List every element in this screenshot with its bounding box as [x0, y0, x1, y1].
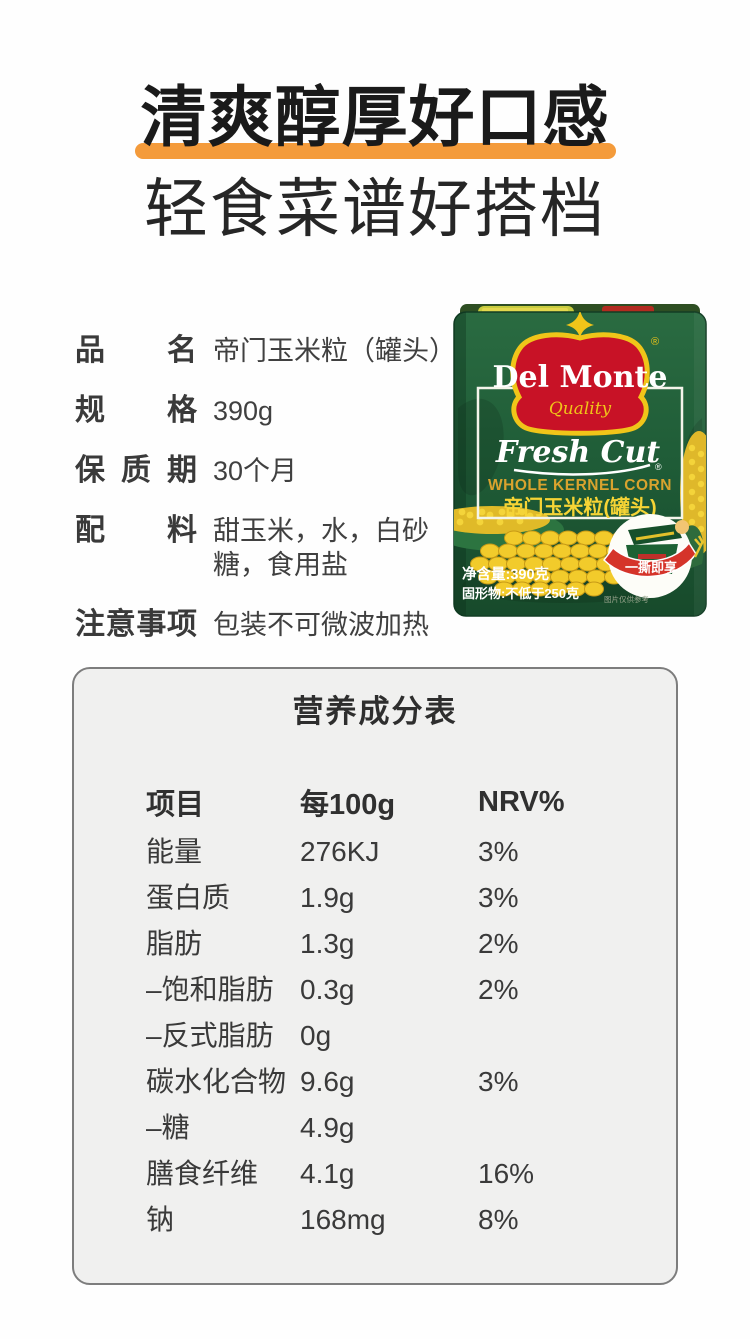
- nutrition-card: 营养成分表 项目 每100g NRV% 能量 276KJ 3% 蛋白质 1.9g…: [72, 667, 678, 1285]
- nutrition-col-item: 项目: [146, 789, 205, 821]
- product-info-value: 甜玉米，水，白砂糖，食用盐: [213, 516, 429, 580]
- nutrition-item-amount: 276KJ: [300, 836, 380, 867]
- nutrition-item-name: –饱和脂肪: [146, 974, 274, 1005]
- nutrition-row: 钠 168mg 8%: [74, 1197, 676, 1243]
- nutrition-item-name: 脂肪: [146, 928, 203, 959]
- headline-highlighted-text: 清爽醇厚好口感: [134, 64, 616, 160]
- logo-sprout-icon: [566, 312, 594, 338]
- nutrition-table-body: 能量 276KJ 3% 蛋白质 1.9g 3% 脂肪 1.3g 2%: [74, 829, 676, 1243]
- product-info-value: 包装不可微波加热: [213, 610, 429, 640]
- nutrition-title: 营养成分表: [292, 694, 458, 729]
- nutrition-row: 能量 276KJ 3%: [74, 829, 676, 875]
- registered-mark: ®: [651, 336, 659, 348]
- registered-mark: ®: [655, 462, 662, 472]
- nutrition-item-nrv: 3%: [478, 1066, 519, 1097]
- nutrition-row: 蛋白质 1.9g 3%: [74, 875, 676, 921]
- nutrition-col-per100g: 每100g: [300, 789, 396, 821]
- product-info-label: 注意事项: [75, 608, 197, 641]
- product-info-label: 品名: [75, 334, 197, 367]
- nutrition-item-nrv: 2%: [478, 974, 519, 1005]
- product-info-row: 注意事项 包装不可微波加热: [75, 608, 465, 642]
- ribbon-banner: [603, 541, 697, 578]
- nutrition-item-name: 钠: [146, 1204, 175, 1235]
- nutrition-item-nrv: 3%: [478, 882, 519, 913]
- nutrition-row: 碳水化合物 9.6g 3%: [74, 1059, 676, 1105]
- nutrition-row: 脂肪 1.3g 2%: [74, 921, 676, 967]
- ribbon-text: 一撕即享: [625, 560, 677, 575]
- nutrition-item-amount: 0.3g: [300, 974, 355, 1005]
- hand-icon: [675, 520, 689, 534]
- nutrition-item-amount: 0g: [300, 1020, 332, 1051]
- product-info-value: 390g: [213, 396, 274, 426]
- product-info-label: 保质期: [75, 454, 197, 487]
- nutrition-item-amount: 1.9g: [300, 882, 355, 913]
- nutrition-item-name: 碳水化合物: [146, 1066, 287, 1097]
- product-info-row: 配料 甜玉米，水，白砂糖，食用盐: [75, 514, 465, 582]
- product-info-value: 30个月: [213, 456, 298, 486]
- nutrition-item-amount: 9.6g: [300, 1066, 355, 1097]
- package-illustration: Del Monte Quality ® Fresh Cut ® WHOLE KE…: [453, 304, 707, 617]
- leaf-shadow-decoration: [458, 398, 504, 496]
- nutrition-row: 膳食纤维 4.1g 16%: [74, 1151, 676, 1197]
- nutrition-row: –反式脂肪 0g: [74, 1013, 676, 1059]
- solid-content-text: 固形物:不低于250克: [462, 586, 579, 601]
- nutrition-item-amount: 1.3g: [300, 928, 355, 959]
- product-info-row: 保质期 30个月: [75, 454, 465, 488]
- nutrition-item-amount: 4.1g: [300, 1158, 355, 1189]
- product-package-image: Del Monte Quality ® Fresh Cut ® WHOLE KE…: [452, 298, 708, 622]
- headline-sub: 轻食菜谱好搭档: [144, 173, 606, 245]
- headline-main: 清爽醇厚好口感: [0, 64, 750, 160]
- image-disclaimer-text: 图片仅供参考: [604, 594, 649, 604]
- nutrition-item-nrv: 16%: [478, 1158, 535, 1189]
- product-info-row: 品名 帝门玉米粒（罐头）: [75, 334, 465, 368]
- nutrition-item-name: 蛋白质: [146, 882, 231, 913]
- nutrition-item-name: –反式脂肪: [146, 1020, 274, 1051]
- nutrition-item-name: –糖: [146, 1112, 190, 1143]
- nutrition-col-nrv: NRV%: [478, 785, 565, 818]
- product-name-cn: 帝门玉米粒(罐头): [503, 495, 656, 519]
- nutrition-row: –糖 4.9g: [74, 1105, 676, 1151]
- product-info-label: 配料: [75, 514, 197, 547]
- brand-tagline-text: Quality: [549, 399, 612, 419]
- product-info-list: 品名 帝门玉米粒（罐头） 规格 390g 保质期 30个月 配料 甜玉米，水，白…: [75, 334, 465, 668]
- product-info-value: 帝门玉米粒（罐头）: [213, 336, 456, 366]
- product-info-label: 规格: [75, 394, 197, 427]
- nutrition-item-amount: 4.9g: [300, 1112, 355, 1143]
- fork-icon: [693, 535, 705, 558]
- del-monte-logo: Del Monte Quality ®: [493, 312, 668, 436]
- nutrition-row: –饱和脂肪 0.3g 2%: [74, 967, 676, 1013]
- fresh-cut-wordmark: Fresh Cut ®: [495, 435, 662, 476]
- brand-name-text: Del Monte: [493, 360, 668, 395]
- nutrition-item-name: 能量: [146, 836, 203, 867]
- nutrition-item-nrv: 8%: [478, 1204, 519, 1235]
- svg-text:Fresh Cut: Fresh Cut: [495, 435, 660, 470]
- nutrition-item-nrv: 2%: [478, 928, 519, 959]
- easy-open-badge: 一撕即享: [603, 514, 705, 598]
- net-weight-text: 净含量:390克: [462, 565, 550, 583]
- nutrition-item-nrv: 3%: [478, 836, 519, 867]
- product-info-row: 规格 390g: [75, 394, 465, 428]
- nutrition-item-name: 膳食纤维: [146, 1158, 259, 1189]
- product-name-en: WHOLE KERNEL CORN: [488, 477, 672, 494]
- nutrition-item-amount: 168mg: [300, 1204, 386, 1235]
- nutrition-header-row: 项目 每100g NRV%: [74, 781, 676, 822]
